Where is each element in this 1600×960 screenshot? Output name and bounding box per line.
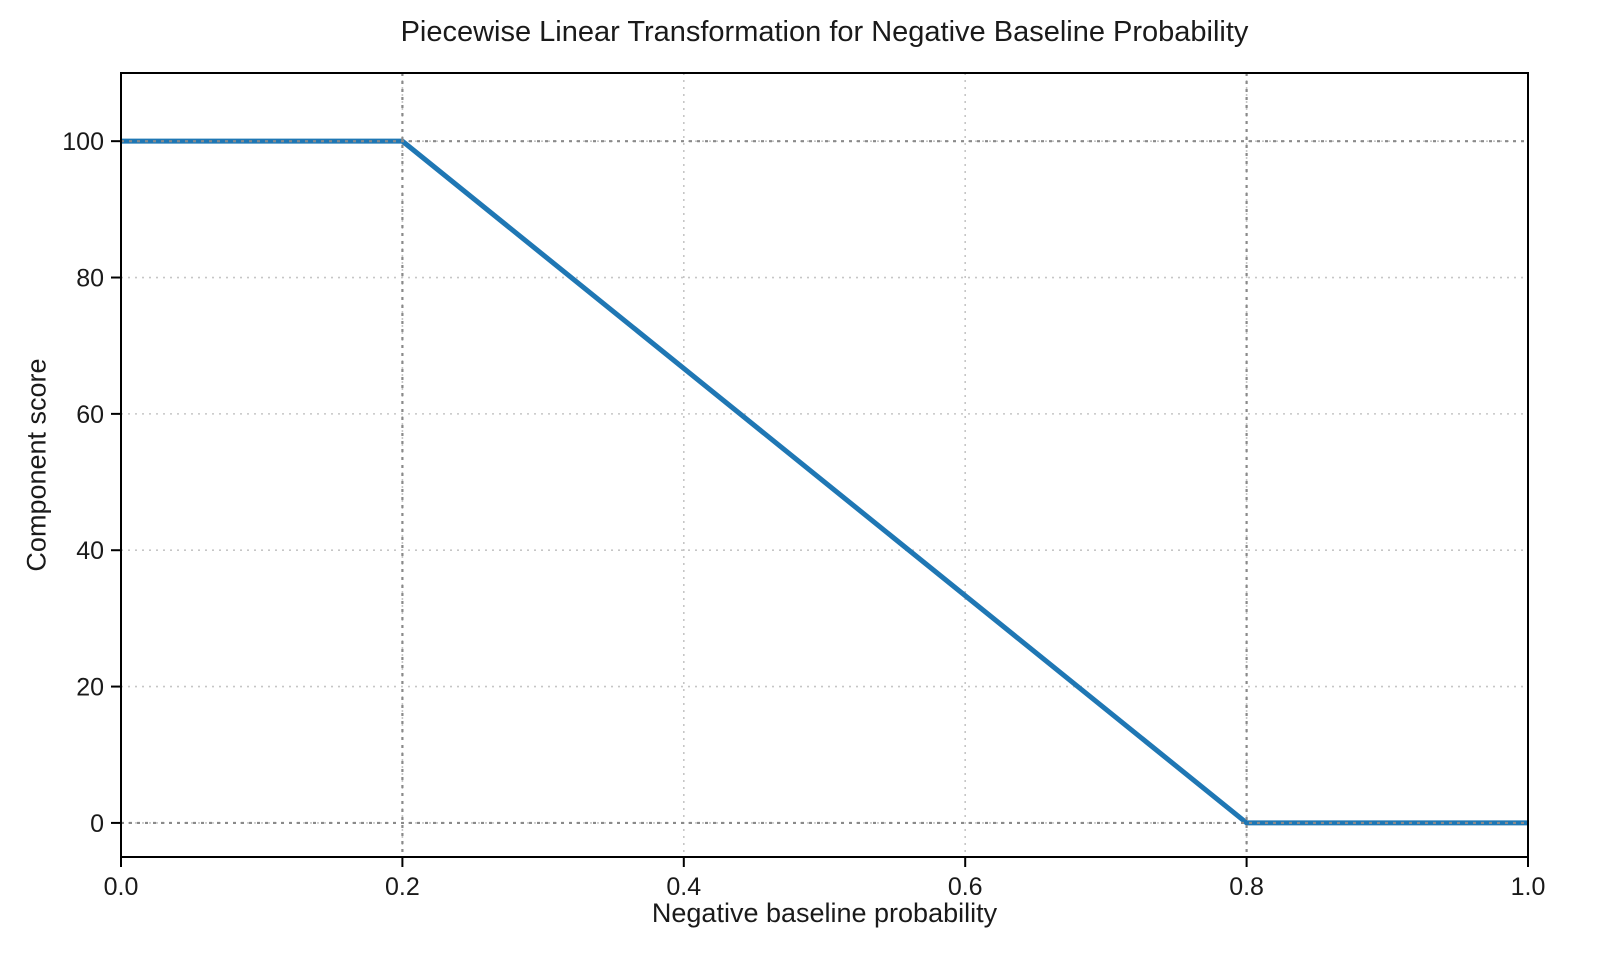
series-line: [121, 138, 1528, 826]
y-tick-label: 0: [90, 810, 104, 838]
y-axis-label: Component score: [21, 358, 52, 572]
x-tick-label: 0.2: [385, 873, 420, 901]
y-tick-label: 60: [76, 401, 104, 429]
x-axis-label: Negative baseline probability: [651, 898, 998, 928]
chart-title: Piecewise Linear Transformation for Nega…: [400, 16, 1249, 48]
x-tick-label: 0.4: [666, 873, 701, 901]
x-tick-label: 0.8: [1229, 873, 1264, 901]
x-tick-label: 0.6: [948, 873, 983, 901]
y-tick-label: 100: [62, 128, 104, 156]
x-tick-label: 1.0: [1511, 873, 1546, 901]
y-tick-label: 20: [76, 674, 104, 702]
y-tick-label: 40: [76, 537, 104, 565]
plot-frame: [120, 72, 1529, 858]
y-tick-label: 80: [76, 265, 104, 293]
x-tick-label: 0.0: [104, 873, 139, 901]
